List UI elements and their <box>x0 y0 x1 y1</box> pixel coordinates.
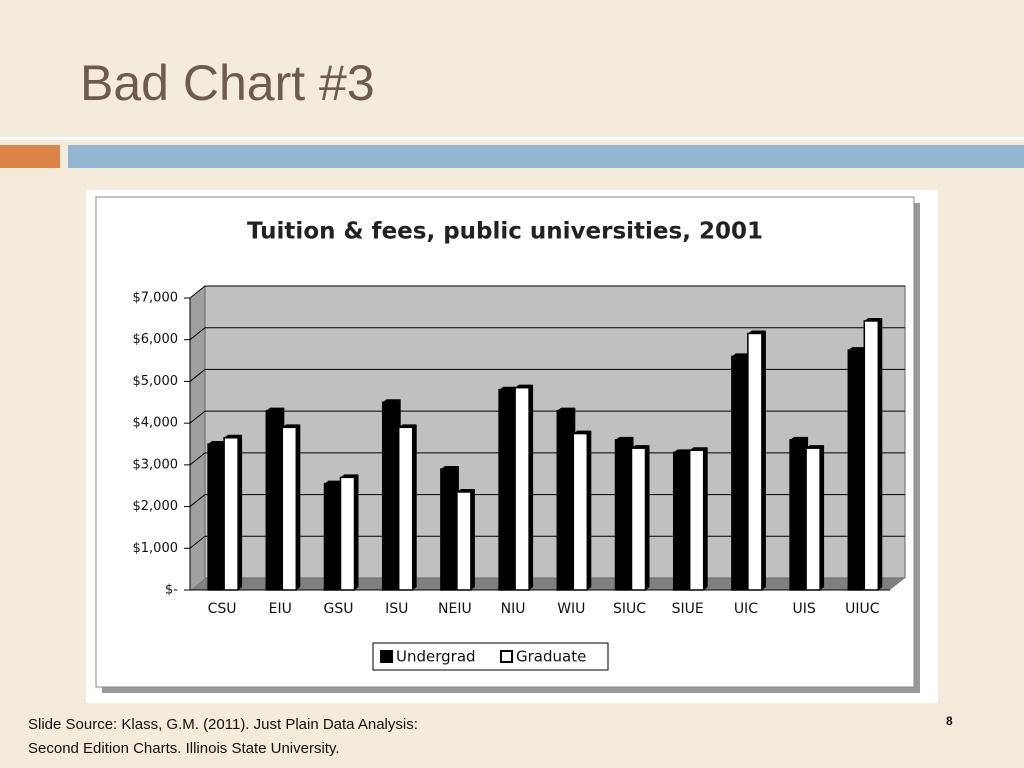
bar <box>572 432 589 591</box>
bar <box>747 332 763 591</box>
plot-floor <box>190 578 905 590</box>
y-tick-label: $4,000 <box>133 416 179 431</box>
bar <box>207 443 223 591</box>
source-line: Slide Source: Klass, G.M. (2011). Just P… <box>28 716 418 733</box>
y-tick-label: $7,000 <box>133 291 179 306</box>
legend-swatch <box>380 650 393 663</box>
x-tick-label: UIC <box>734 601 758 617</box>
bar <box>498 389 514 591</box>
x-tick-label: SIUC <box>613 601 646 617</box>
bar-depth <box>412 424 417 590</box>
bar-top <box>224 434 243 438</box>
bar <box>789 439 805 591</box>
y-tick-label: $5,000 <box>133 374 179 389</box>
legend-swatch <box>500 650 513 663</box>
bar <box>265 409 282 591</box>
bar <box>556 409 573 591</box>
bar-depth <box>587 430 592 590</box>
bar-depth <box>820 445 825 590</box>
bar-depth <box>296 424 301 590</box>
bar <box>630 447 647 591</box>
y-tick-label: $1,000 <box>133 541 179 556</box>
bar <box>805 447 821 591</box>
bar-top <box>790 436 809 440</box>
bar-top <box>398 424 417 428</box>
bar <box>456 491 472 591</box>
bar-top <box>731 353 750 357</box>
grid-line <box>189 410 206 424</box>
grid-line <box>189 452 206 466</box>
bar <box>323 482 340 591</box>
grid-line <box>189 369 206 382</box>
bar-depth <box>354 474 359 590</box>
legend-label: Graduate <box>516 648 586 666</box>
bar <box>672 451 689 591</box>
x-tick-label: UIUC <box>845 601 880 617</box>
page-number: 8 <box>946 714 953 728</box>
plot-side-wall <box>190 286 205 590</box>
legend <box>372 642 609 671</box>
bar-top <box>573 430 592 434</box>
y-tick-label: $6,000 <box>133 332 179 347</box>
x-tick-label: CSU <box>208 601 237 617</box>
bar-depth <box>470 488 475 590</box>
x-tick-label: SIUE <box>672 601 704 617</box>
bar-depth <box>238 434 243 590</box>
bar <box>614 439 631 591</box>
x-tick-label: UIS <box>792 601 815 617</box>
x-tick-label: GSU <box>324 601 354 617</box>
bar-top <box>282 424 301 428</box>
x-tick-label: EIU <box>269 601 292 617</box>
bar-depth <box>703 447 708 590</box>
y-tick-label: $2,000 <box>133 499 179 514</box>
x-tick-label: NIU <box>501 601 526 617</box>
bar <box>514 386 530 591</box>
x-tick-label: NEIU <box>438 601 472 617</box>
bar <box>223 436 239 591</box>
bar-depth <box>761 330 766 590</box>
source-line: Second Edition Charts. Illinois State Un… <box>28 740 340 757</box>
grid-line <box>189 494 206 507</box>
accent-orange <box>0 145 60 168</box>
accent-blue <box>68 145 1024 168</box>
bar-top <box>615 436 634 440</box>
bar-depth <box>529 384 534 590</box>
bar-top <box>440 466 459 470</box>
grid-line <box>189 535 206 549</box>
bar <box>731 355 747 591</box>
bar-depth <box>878 317 883 590</box>
bar-depth <box>645 445 650 590</box>
chart-title: Tuition & fees, public universities, 200… <box>247 219 763 245</box>
bar <box>440 468 456 591</box>
bar <box>281 426 298 591</box>
bar-top <box>382 399 401 403</box>
bar-top <box>340 474 359 478</box>
bar <box>863 320 880 591</box>
grid-line <box>189 327 206 341</box>
grid-line <box>189 285 206 299</box>
bar <box>847 349 864 591</box>
bar <box>688 449 705 591</box>
bar-top <box>673 449 692 453</box>
plot-area <box>204 285 906 579</box>
slide-title: Bad Chart #3 <box>80 55 375 111</box>
bar <box>397 426 414 591</box>
bar <box>381 401 398 591</box>
y-tick-label: $- <box>165 583 178 598</box>
rule <box>0 137 1024 140</box>
y-tick-label: $3,000 <box>133 457 179 472</box>
x-tick-label: ISU <box>385 601 408 617</box>
legend-label: Undergrad <box>396 648 476 666</box>
bar <box>339 476 356 591</box>
x-tick-label: WIU <box>557 601 585 617</box>
